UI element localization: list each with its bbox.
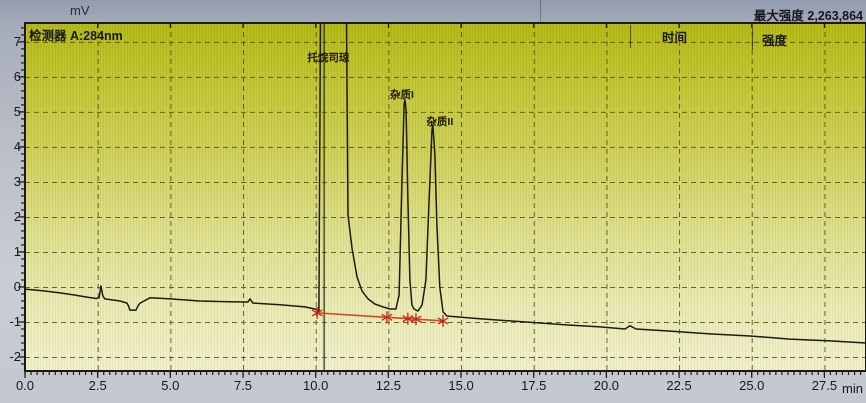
y-tick-label: 0 [13,278,21,294]
x-tick-label: 7.5 [233,378,253,393]
x-tick-label: 10.0 [303,378,329,393]
integration-baseline [317,312,444,322]
y-tick-label: 6 [13,68,21,84]
y-tick-label: -2 [9,348,21,364]
peak-label: 杂质II [426,116,454,128]
peak-label: 托烷司琼 [307,52,350,64]
x-tick-label: 5.0 [161,378,180,393]
x-tick-label: 2.5 [88,378,107,393]
y-tick-label: 2 [13,208,21,224]
x-tick-label: 22.5 [666,378,692,393]
detector-channel-label: 检测器 A:284nm [29,29,123,43]
header-separator [540,0,541,23]
plot-area [25,23,866,371]
y-tick-label: 3 [13,173,21,189]
x-tick-label: 0.0 [15,378,35,393]
max-intensity-value: 2,263,864 [807,9,863,23]
intensity-column-header: 强度 [762,34,788,48]
y-tick-label: 7 [13,33,21,49]
y-tick-label: -1 [9,313,21,329]
x-tick-label: 15.0 [448,378,474,393]
peak-label: 杂质I [389,89,414,101]
y-tick-label: 5 [13,103,21,119]
x-axis-unit-label: min [842,381,863,396]
y-axis-unit-label: mV [70,3,90,18]
info-column-separator [630,25,631,48]
max-intensity-label: 最大强度 [753,9,804,23]
axis-ticks [18,23,862,378]
integration-marks [311,306,449,327]
info-column-separator [752,27,753,50]
x-tick-label: 17.5 [521,378,547,393]
x-tick-label: 20.0 [593,378,620,393]
chromatogram-trace [25,23,866,344]
time-column-header: 时间 [662,31,688,45]
x-tick-label: 12.5 [375,378,402,393]
x-tick-label: 25.0 [739,378,765,393]
x-tick-label: 27.5 [811,378,838,393]
y-tick-label: 4 [13,138,21,154]
plot-frame [24,22,866,372]
y-tick-label: 1 [13,243,21,259]
max-intensity-readout: 最大强度 2,263,864 [754,5,863,24]
